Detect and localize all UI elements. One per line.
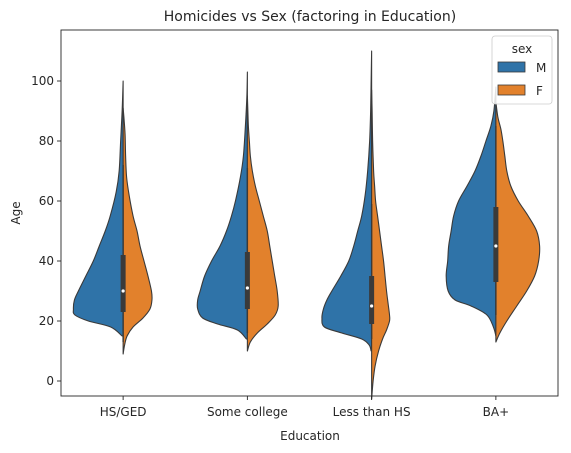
violin-f-3	[495, 101, 541, 343]
y-axis-label: Age	[9, 201, 23, 224]
legend-title: sex	[512, 42, 533, 56]
legend-swatch-m	[497, 61, 526, 73]
legend: sex M F	[491, 35, 553, 105]
y-tick-label: 20	[39, 314, 54, 328]
y-tick-label: 80	[39, 134, 54, 148]
x-axis: HS/GED Some college Less than HS BA+	[100, 396, 509, 419]
violin-f-1	[246, 95, 279, 352]
x-tick-label: HS/GED	[100, 405, 147, 419]
y-tick-label: 40	[39, 254, 54, 268]
violin-m-1	[196, 71, 248, 340]
violin-m-0	[72, 80, 124, 337]
x-tick-label: Less than HS	[333, 405, 411, 419]
y-tick-label: 0	[46, 374, 54, 388]
x-tick-label: BA+	[483, 405, 510, 419]
plot-frame	[60, 29, 559, 397]
violin-m-3	[445, 86, 497, 337]
box-median	[370, 304, 374, 308]
box-median	[121, 289, 125, 293]
legend-swatch-f	[497, 84, 526, 96]
box-median	[245, 286, 249, 290]
y-tick-label: 100	[31, 74, 54, 88]
violin-f-0	[122, 107, 153, 355]
boxes-layer	[120, 126, 499, 342]
box-iqr	[244, 252, 250, 309]
x-tick-label: Some college	[207, 405, 288, 419]
legend-label-m: M	[536, 61, 546, 75]
x-axis-label: Education	[280, 429, 340, 443]
chart-title: Homicides vs Sex (factoring in Education…	[164, 9, 456, 25]
legend-label-f: F	[536, 84, 543, 98]
violin-m-2	[321, 50, 373, 352]
violins-layer	[72, 50, 541, 400]
y-tick-label: 60	[39, 194, 54, 208]
violin-f-2	[371, 89, 391, 400]
y-axis: 0 20 40 60 80 100	[31, 74, 61, 388]
box-median	[494, 244, 498, 248]
box-iqr	[120, 255, 126, 312]
box-iqr	[369, 276, 375, 324]
